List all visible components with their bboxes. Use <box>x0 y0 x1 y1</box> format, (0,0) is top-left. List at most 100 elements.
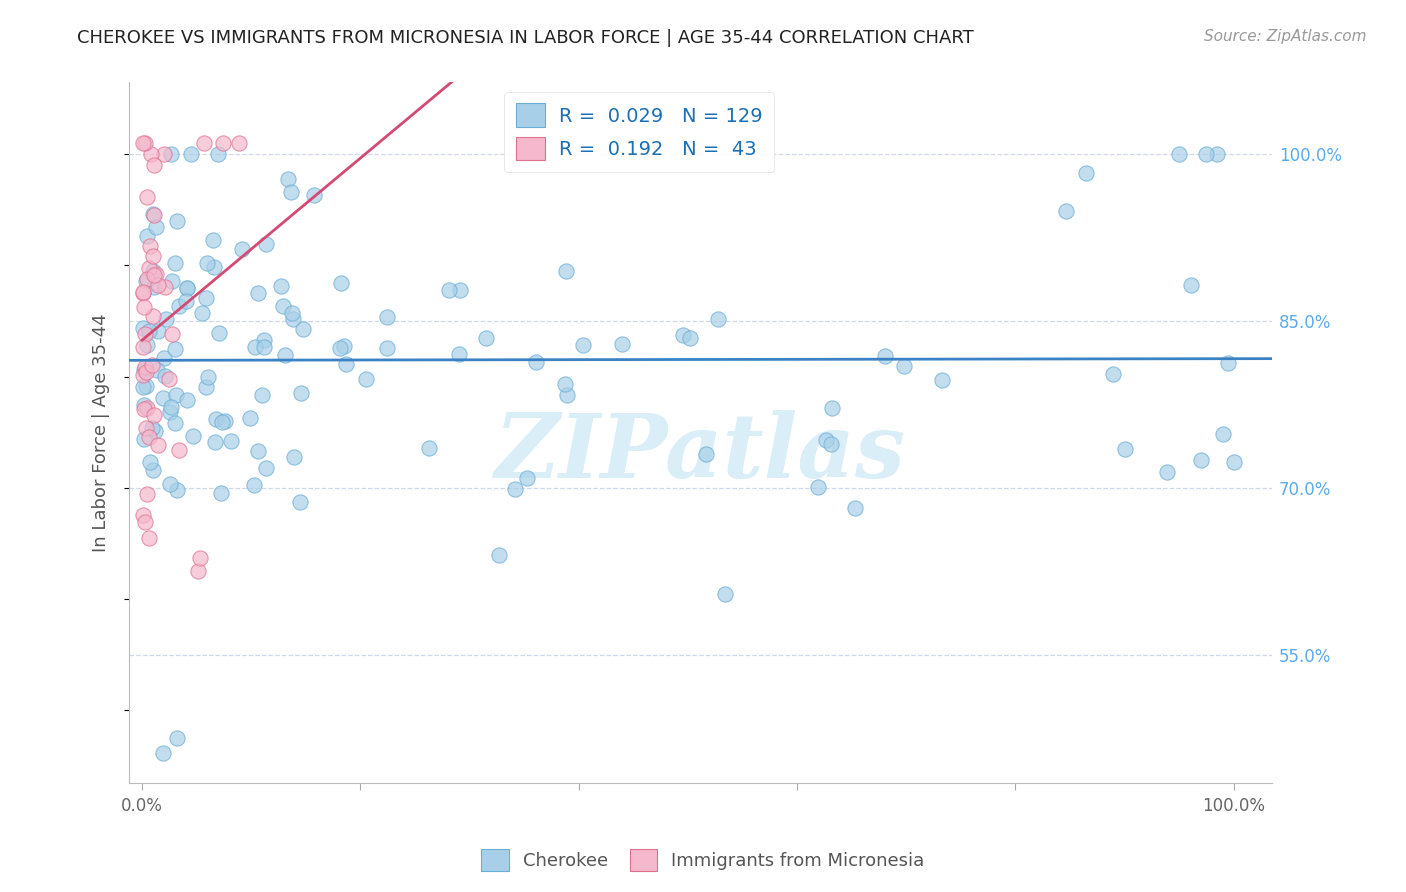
Point <box>202 260 225 274</box>
Point <box>155 369 177 384</box>
Point <box>165 417 187 431</box>
Point <box>142 249 165 263</box>
Point <box>354 372 377 386</box>
Point <box>135 337 157 351</box>
Point <box>166 483 188 497</box>
Point <box>1102 367 1125 381</box>
Point <box>1168 147 1191 161</box>
Point <box>138 324 160 338</box>
Point <box>134 359 156 374</box>
Text: ZIPatlas: ZIPatlas <box>495 410 905 497</box>
Point <box>153 351 176 365</box>
Point <box>146 278 169 293</box>
Point <box>167 299 190 313</box>
Point <box>873 349 896 363</box>
Point <box>253 333 276 347</box>
Point <box>141 358 163 372</box>
Point <box>554 264 576 278</box>
Point <box>142 264 165 278</box>
Point <box>1206 147 1229 161</box>
Point <box>153 280 176 294</box>
Point <box>132 136 155 150</box>
Point <box>136 486 159 500</box>
Point <box>271 299 294 313</box>
Point <box>139 239 162 253</box>
Point <box>375 341 398 355</box>
Point <box>274 348 297 362</box>
Point <box>194 291 217 305</box>
Point <box>136 401 159 415</box>
Point <box>475 331 498 345</box>
Text: CHEROKEE VS IMMIGRANTS FROM MICRONESIA IN LABOR FORCE | AGE 35-44 CORRELATION CH: CHEROKEE VS IMMIGRANTS FROM MICRONESIA I… <box>77 29 974 47</box>
Point <box>893 359 915 373</box>
Point <box>142 309 165 323</box>
Point <box>281 311 304 326</box>
Point <box>132 340 155 354</box>
Point <box>132 380 155 394</box>
Point <box>193 136 215 150</box>
Point <box>820 437 842 451</box>
Point <box>239 410 262 425</box>
Point <box>219 434 242 448</box>
Point <box>1218 356 1240 370</box>
Point <box>252 387 274 401</box>
Point <box>135 421 157 435</box>
Point <box>208 326 231 341</box>
Y-axis label: In Labor Force | Age 35-44: In Labor Force | Age 35-44 <box>93 313 110 551</box>
Point <box>157 372 180 386</box>
Point <box>1222 455 1244 469</box>
Point <box>1114 442 1136 457</box>
Point <box>672 328 695 343</box>
Point <box>145 267 167 281</box>
Point <box>132 363 155 377</box>
Point <box>488 548 510 562</box>
Point <box>180 147 202 161</box>
Point <box>132 398 155 412</box>
Point <box>524 355 547 369</box>
Point <box>243 340 266 354</box>
Point <box>815 433 838 447</box>
Point <box>418 441 440 455</box>
Point <box>1054 204 1077 219</box>
Point <box>449 283 471 297</box>
Point <box>246 285 269 300</box>
Point <box>142 207 165 221</box>
Point <box>139 455 162 469</box>
Legend: Cherokee, Immigrants from Micronesia: Cherokee, Immigrants from Micronesia <box>474 842 932 879</box>
Point <box>449 347 471 361</box>
Point <box>138 531 160 545</box>
Point <box>135 379 157 393</box>
Point <box>807 480 830 494</box>
Point <box>679 331 702 345</box>
Point <box>214 414 236 428</box>
Point <box>290 385 312 400</box>
Point <box>572 338 595 352</box>
Point <box>330 276 353 290</box>
Point <box>160 400 183 414</box>
Point <box>515 471 537 485</box>
Point <box>143 268 166 283</box>
Point <box>138 260 160 275</box>
Legend: R =  0.029   N = 129, R =  0.192   N =  43: R = 0.029 N = 129, R = 0.192 N = 43 <box>505 92 775 172</box>
Point <box>1156 465 1178 479</box>
Point <box>160 147 183 161</box>
Point <box>302 188 325 202</box>
Point <box>555 388 578 402</box>
Point <box>142 463 165 477</box>
Point <box>132 286 155 301</box>
Point <box>1074 166 1097 180</box>
Point <box>201 234 224 248</box>
Point <box>132 508 155 522</box>
Point <box>277 171 299 186</box>
Point <box>143 408 166 422</box>
Point <box>246 444 269 458</box>
Point <box>335 357 357 371</box>
Point <box>187 565 209 579</box>
Point <box>231 243 253 257</box>
Point <box>165 387 187 401</box>
Point <box>134 515 156 529</box>
Point <box>166 213 188 227</box>
Point <box>138 430 160 444</box>
Point <box>821 401 844 415</box>
Point <box>155 311 177 326</box>
